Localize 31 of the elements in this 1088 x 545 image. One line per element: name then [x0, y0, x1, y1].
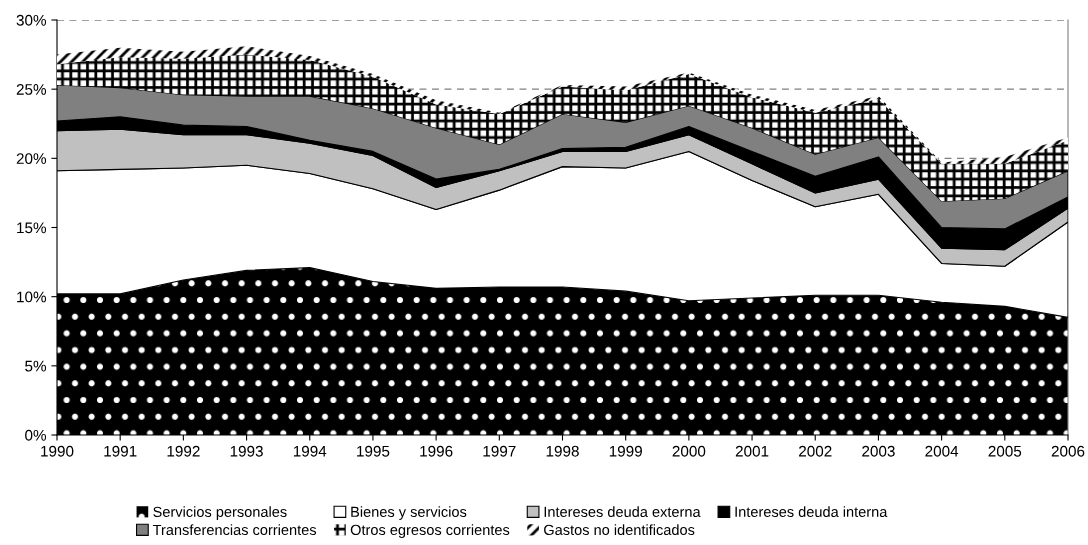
x-tick-label: 1994 [293, 445, 327, 457]
y-tick-label: 0% [25, 429, 47, 441]
y-tick-label: 10% [17, 291, 47, 303]
x-tick-label: 1992 [167, 445, 200, 457]
legend-label: Otros egresos corrientes [350, 524, 510, 538]
x-tick-label: 2006 [1051, 445, 1085, 457]
x-tick-label: 2002 [799, 445, 832, 457]
x-tick-label: 1997 [483, 445, 516, 457]
x-tick-label: 2004 [925, 445, 959, 457]
x-tick-label: 1991 [104, 445, 137, 457]
legend-label: Bienes y servicios [351, 506, 467, 520]
y-tick-label: 30% [16, 14, 47, 26]
x-tick-label: 1995 [357, 445, 390, 457]
x-tick-label: 2001 [735, 445, 769, 457]
x-tick-label: 2000 [672, 445, 706, 457]
legend-label: Transferencias corrientes [152, 524, 317, 536]
x-tick-label: 1996 [420, 445, 453, 457]
x-tick-label: 2005 [988, 445, 1022, 457]
x-tick-label: 1993 [230, 445, 263, 457]
x-tick-label: 1998 [546, 445, 579, 457]
x-tick-label: 1990 [41, 445, 74, 457]
legend-label: Intereses deuda externa [544, 506, 701, 518]
y-tick-label: 5% [25, 360, 47, 372]
y-tick-label: 15% [17, 222, 47, 234]
legend-label: Gastos no identificados [544, 524, 695, 536]
x-tick-label: 1999 [609, 445, 642, 457]
y-tick-label: 25% [16, 84, 47, 95]
y-tick-label: 20% [16, 153, 47, 165]
legend-label: Servicios personales [153, 506, 287, 520]
legend-label: Intereses deuda interna [735, 506, 888, 518]
x-tick-label: 2003 [862, 445, 895, 457]
